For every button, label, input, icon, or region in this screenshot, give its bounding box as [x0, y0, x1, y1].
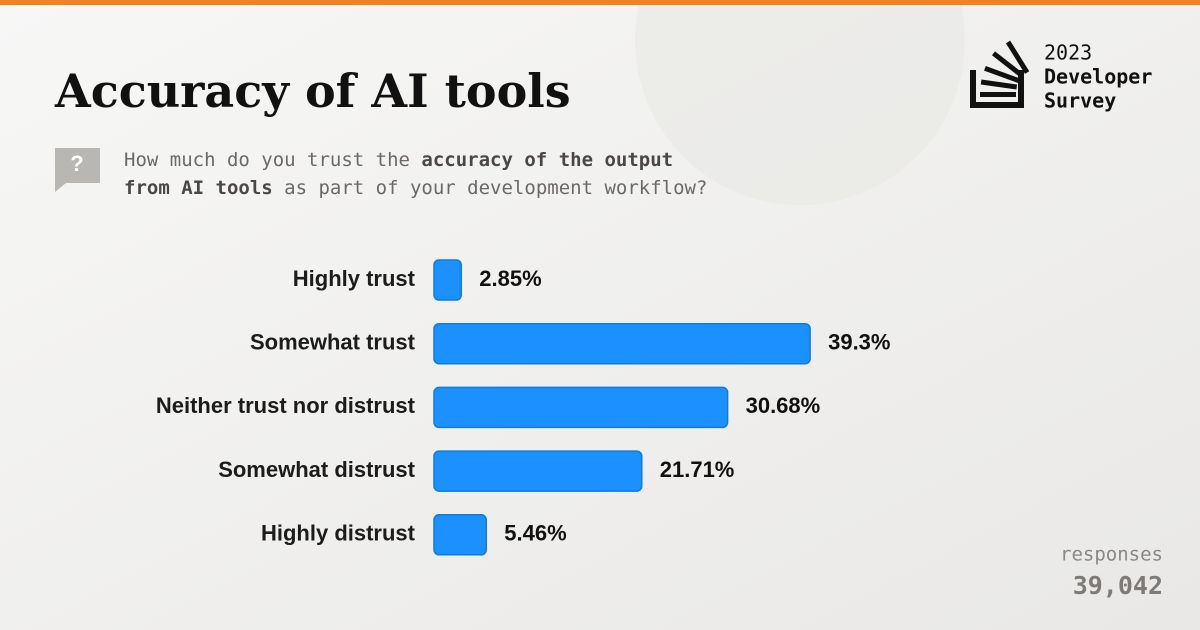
logo: [970, 40, 1030, 108]
value-label: 21.71%: [660, 457, 735, 482]
top-bar: [0, 0, 1200, 5]
value-label: 39.3%: [828, 330, 890, 355]
question-icon: ?: [55, 148, 100, 192]
brand-year: 2023: [1044, 41, 1092, 65]
category-label: Highly trust: [293, 266, 416, 291]
responses-count: 39,042: [1073, 571, 1163, 600]
bar: [433, 450, 643, 492]
question-line: from AI tools as part of your developmen…: [124, 177, 707, 199]
brand-name: Survey: [1044, 89, 1116, 113]
brand-name: Developer: [1044, 65, 1152, 89]
value-label: 2.85%: [479, 266, 541, 291]
question-emphasis: accuracy of the output: [421, 149, 673, 171]
svg-text:?: ?: [70, 151, 83, 176]
question-emphasis: from AI tools: [124, 177, 273, 199]
bar: [433, 259, 463, 301]
bar: [433, 514, 488, 556]
question-text: as part of your development workflow?: [273, 177, 708, 199]
category-label: Somewhat distrust: [218, 457, 415, 482]
responses-label: responses: [1060, 544, 1163, 566]
question-text: How much do you trust the: [124, 149, 421, 171]
bar: [433, 322, 811, 365]
category-label: Neither trust nor distrust: [156, 393, 416, 418]
value-label: 5.46%: [504, 521, 566, 546]
decoration: [635, 0, 965, 205]
category-label: Highly distrust: [261, 521, 416, 546]
question-line: How much do you trust the accuracy of th…: [124, 149, 673, 171]
value-label: 30.68%: [746, 393, 821, 418]
category-label: Somewhat trust: [250, 330, 416, 355]
bar: [433, 386, 729, 429]
chart-title: Accuracy of AI tools: [54, 64, 571, 118]
